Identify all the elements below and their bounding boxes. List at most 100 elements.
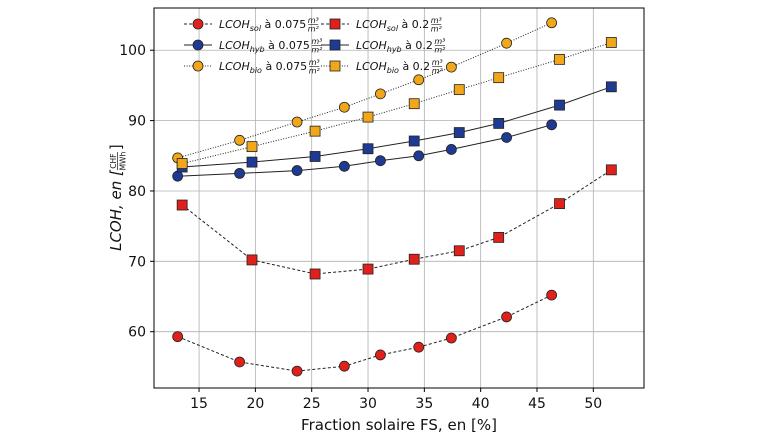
data-point [453,84,465,96]
x-tick-label: 30 [359,396,377,412]
y-tick-label: 90 [128,114,146,130]
legend-label-sub: hyb [250,45,265,54]
legend-unit-denominator: m² [432,67,444,76]
legend-label-text: à 0.2 [398,18,429,31]
legend-unit-denominator: m² [431,25,443,34]
data-point [338,101,350,113]
data-point [362,143,374,155]
data-point [408,253,420,265]
y-tick-label: 70 [128,254,146,270]
legend-label-sub: sol [387,24,399,33]
legend-marker [192,18,204,30]
legend-unit-numerator: m³ [309,58,320,67]
legend-marker [192,39,204,51]
legend-unit-numerator: m³ [308,16,319,25]
legend-label-base: LCOH [219,18,250,31]
series-sol_0075 [172,289,558,377]
data-point [338,360,350,372]
legend-label-base: LCOH [219,60,250,73]
data-point [234,167,246,179]
legend-unit-denominator: m² [308,25,320,34]
legend-label-sub: bio [387,66,399,75]
data-point [413,341,425,353]
x-tick-label: 20 [246,396,264,412]
legend-label-sub: bio [250,66,262,75]
x-tick-label: 15 [190,396,208,412]
grid [154,8,644,388]
legend-label-base: LCOH [356,39,387,52]
data-point [546,119,558,131]
data-point [554,53,565,65]
legend-label: LCOHhyb à 0.075 [219,39,310,54]
y-axis-unit-numerator: CHF [109,153,118,168]
legend-label-base: LCOH [356,60,387,73]
data-point [501,311,512,323]
y-axis-unit-denominator: MWh [119,152,128,171]
y-axis-label-prefix: LCOH, en [ [107,169,125,251]
data-point [453,127,465,138]
data-point [309,151,321,162]
legend-marker [329,39,341,51]
data-point [408,98,420,110]
legend-label: LCOHbio à 0.2 [356,60,430,75]
data-point [445,144,457,155]
legend-label-base: LCOH [219,39,250,52]
data-point [291,165,303,176]
x-axis-label: Fraction solaire FS, en [%] [301,416,497,434]
data-point [501,132,512,143]
data-point [362,263,374,275]
data-point [453,245,465,257]
x-tick-label: 50 [584,396,602,412]
data-point [309,268,321,280]
legend-label-base: LCOH [356,18,387,31]
data-point [408,135,420,147]
series-bio_0075 [172,17,558,164]
data-point [172,170,184,182]
x-tick-label: 35 [415,396,433,412]
legend-label-text: à 0.2 [399,60,430,73]
series-group [172,17,617,377]
legend-unit-denominator: m² [309,67,321,76]
series-bio_02 [176,37,617,169]
axis-ticks: 15 20 25 30 35 40 45 50 60 70 80 90 100 [119,43,602,412]
legend-unit-numerator: m³ [431,16,442,25]
data-point [546,289,558,301]
legend-unit-numerator: m³ [432,58,443,67]
data-point [246,141,258,153]
data-point [176,199,188,211]
series-line [177,294,552,372]
legend-label-sub: hyb [387,45,402,54]
plot-frame [153,7,645,389]
x-tick-label: 40 [472,396,490,412]
legend-label: LCOHsol à 0.075 [219,18,306,33]
y-axis-label: LCOH, en [ CHF MWh ] [107,144,128,251]
data-point [554,99,565,111]
data-point [493,72,505,84]
legend-label-text: à 0.075 [265,39,310,52]
y-tick-label: 80 [128,184,146,200]
y-tick-label: 100 [119,43,146,59]
y-axis-label-text: LCOH, en [ [107,169,125,251]
legend-label-sub: sol [250,24,262,33]
data-point [291,116,303,128]
data-point [501,37,512,49]
data-point [172,331,184,343]
y-axis-label-suffix: ] [107,144,125,150]
data-point [291,365,303,377]
data-point [362,111,374,123]
data-point [375,155,386,167]
data-point [246,254,258,266]
legend-marker [192,60,204,72]
data-point [413,150,425,162]
legend-label-text: à 0.075 [261,18,306,31]
data-point [605,164,617,176]
legend-label: LCOHbio à 0.075 [219,60,307,75]
data-point [375,349,386,361]
legend-label-text: à 0.075 [262,60,307,73]
data-point [445,61,457,73]
data-point [605,37,617,48]
